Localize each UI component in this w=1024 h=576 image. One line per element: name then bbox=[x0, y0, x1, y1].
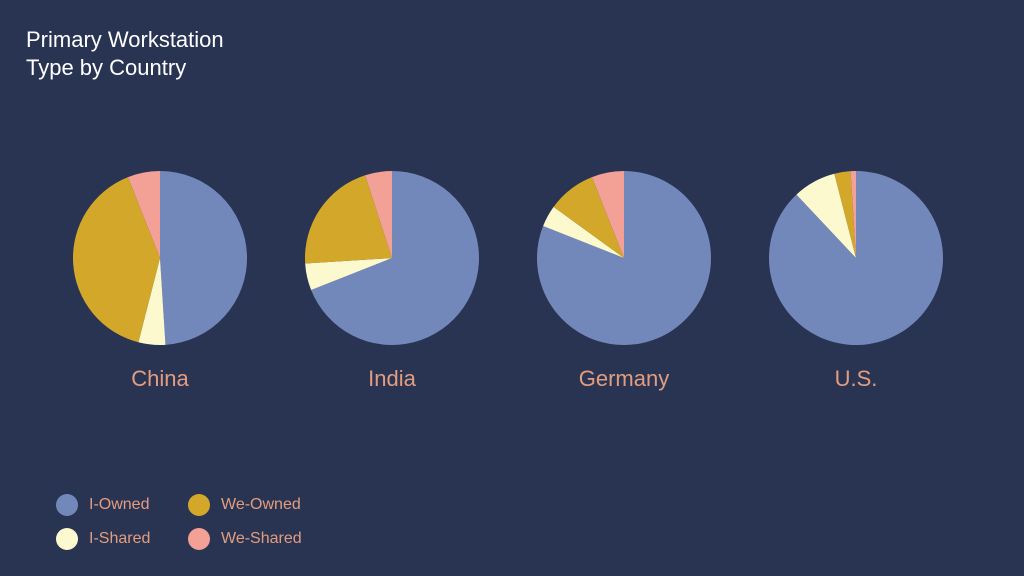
pie-china bbox=[72, 170, 248, 346]
pie-label-china: China bbox=[131, 366, 189, 391]
slice-india-i-owned bbox=[311, 171, 479, 345]
legend-item-we-shared: We-Shared bbox=[188, 528, 338, 550]
legend: I-Owned We-Owned I-Shared We-Shared bbox=[56, 494, 338, 550]
legend-item-we-owned: We-Owned bbox=[188, 494, 338, 516]
legend-swatch-we-shared bbox=[188, 528, 210, 550]
slice-india-i-shared bbox=[305, 258, 392, 291]
legend-swatch-i-shared bbox=[56, 528, 78, 550]
slice-china-i-shared bbox=[138, 258, 166, 346]
legend-item-i-owned: I-Owned bbox=[56, 494, 188, 516]
legend-label-i-shared: I-Shared bbox=[89, 530, 151, 547]
pie-label-germany: Germany bbox=[579, 366, 669, 391]
slice-germany-we-shared bbox=[591, 171, 624, 258]
pie-label-u-s: U.S. bbox=[835, 366, 878, 391]
legend-label-we-shared: We-Shared bbox=[221, 530, 302, 547]
slice-china-i-owned bbox=[160, 170, 248, 345]
chart-title-line-1: Primary Workstation bbox=[26, 27, 224, 52]
chart-title: Primary Workstation Type by Country bbox=[26, 26, 224, 82]
slice-germany-i-owned bbox=[536, 171, 711, 346]
slice-india-we-shared bbox=[365, 171, 392, 258]
pie-india bbox=[304, 171, 479, 345]
legend-item-i-shared: I-Shared bbox=[56, 528, 188, 550]
legend-label-i-owned: I-Owned bbox=[89, 496, 150, 513]
legend-label-we-owned: We-Owned bbox=[221, 496, 301, 513]
slice-u-s-i-shared bbox=[796, 173, 856, 258]
chart-title-line-2: Type by Country bbox=[26, 55, 187, 80]
slice-china-we-owned bbox=[72, 177, 160, 343]
slice-u-s-i-owned bbox=[768, 171, 943, 345]
slice-u-s-we-shared bbox=[850, 171, 856, 258]
pie-label-india: India bbox=[368, 366, 416, 391]
pie-germany bbox=[536, 171, 711, 346]
slice-germany-we-owned bbox=[553, 177, 624, 258]
slice-germany-i-shared bbox=[543, 206, 624, 258]
legend-swatch-i-owned bbox=[56, 494, 78, 516]
slice-india-we-owned bbox=[304, 175, 392, 264]
slice-u-s-we-owned bbox=[834, 171, 856, 258]
legend-swatch-we-owned bbox=[188, 494, 210, 516]
slice-china-we-shared bbox=[127, 171, 160, 258]
pie-u-s bbox=[768, 171, 943, 345]
